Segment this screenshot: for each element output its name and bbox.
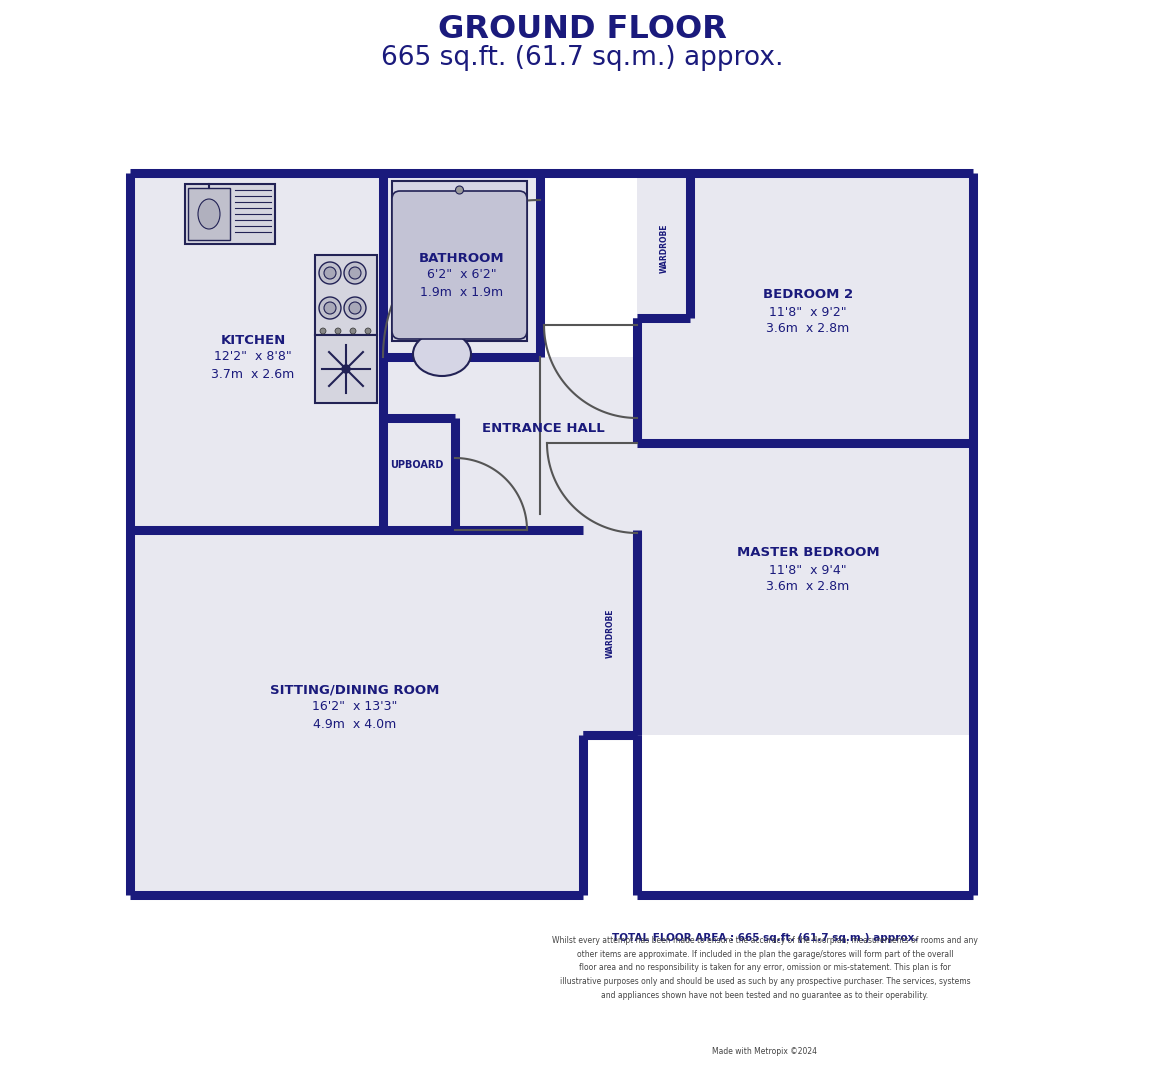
Text: MASTER BEDROOM: MASTER BEDROOM	[736, 546, 880, 559]
Circle shape	[350, 328, 356, 334]
Text: BATHROOM: BATHROOM	[419, 252, 504, 265]
Text: KITCHEN: KITCHEN	[220, 334, 285, 347]
Circle shape	[324, 302, 336, 314]
Text: 1.9m  x 1.9m: 1.9m x 1.9m	[421, 285, 503, 298]
Bar	[383, 173, 541, 357]
Text: WARDROBE: WARDROBE	[606, 608, 614, 658]
Bar	[637, 443, 973, 895]
Circle shape	[320, 328, 326, 334]
Text: SITTING/DINING ROOM: SITTING/DINING ROOM	[270, 684, 439, 697]
Text: 3.6m  x 2.8m: 3.6m x 2.8m	[767, 323, 849, 336]
Circle shape	[350, 302, 361, 314]
Bar	[391, 181, 527, 341]
Circle shape	[350, 267, 361, 279]
Bar	[130, 173, 383, 530]
Bar	[637, 173, 973, 443]
Text: 11'8"  x 9'2": 11'8" x 9'2"	[769, 306, 847, 319]
Text: 4.9m  x 4.0m: 4.9m x 4.0m	[313, 717, 396, 730]
FancyBboxPatch shape	[391, 191, 527, 339]
Text: BEDROOM 2: BEDROOM 2	[763, 288, 853, 301]
Text: 12'2"  x 8'8": 12'2" x 8'8"	[214, 351, 292, 364]
Bar	[582, 530, 637, 735]
Bar	[185, 184, 275, 244]
Text: UPBOARD: UPBOARD	[390, 460, 444, 470]
Text: 11'8"  x 9'4": 11'8" x 9'4"	[769, 564, 847, 577]
Bar	[637, 735, 973, 895]
Text: WARDROBE: WARDROBE	[659, 224, 669, 273]
Bar	[130, 530, 582, 895]
Bar	[315, 335, 377, 403]
Circle shape	[456, 186, 464, 194]
Bar	[412, 310, 472, 332]
Text: GROUND FLOOR: GROUND FLOOR	[438, 14, 727, 45]
Circle shape	[343, 365, 350, 373]
Circle shape	[344, 262, 366, 284]
Bar	[637, 173, 690, 318]
Text: 3.7m  x 2.6m: 3.7m x 2.6m	[211, 367, 295, 380]
Bar	[315, 255, 377, 335]
Circle shape	[365, 328, 370, 334]
Ellipse shape	[414, 332, 471, 376]
Circle shape	[336, 328, 341, 334]
Circle shape	[319, 262, 341, 284]
Text: 16'2"  x 13'3": 16'2" x 13'3"	[312, 701, 397, 714]
Text: ENTRANCE HALL: ENTRANCE HALL	[481, 421, 605, 434]
Ellipse shape	[198, 199, 220, 229]
Circle shape	[324, 267, 336, 279]
Text: Whilst every attempt has been made to ensure the accuracy of the floorplan, meas: Whilst every attempt has been made to en…	[552, 935, 977, 1000]
Circle shape	[344, 297, 366, 319]
Bar	[188, 188, 230, 240]
Text: 6'2"  x 6'2": 6'2" x 6'2"	[428, 269, 496, 282]
Text: 3.6m  x 2.8m: 3.6m x 2.8m	[767, 581, 849, 594]
Bar	[383, 357, 637, 530]
Text: Made with Metropix ©2024: Made with Metropix ©2024	[713, 1048, 818, 1056]
Text: 665 sq.ft. (61.7 sq.m.) approx.: 665 sq.ft. (61.7 sq.m.) approx.	[381, 45, 783, 71]
Circle shape	[319, 297, 341, 319]
Text: TOTAL FLOOR AREA : 665 sq.ft. (61.7 sq.m.) approx.: TOTAL FLOOR AREA : 665 sq.ft. (61.7 sq.m…	[612, 933, 918, 943]
